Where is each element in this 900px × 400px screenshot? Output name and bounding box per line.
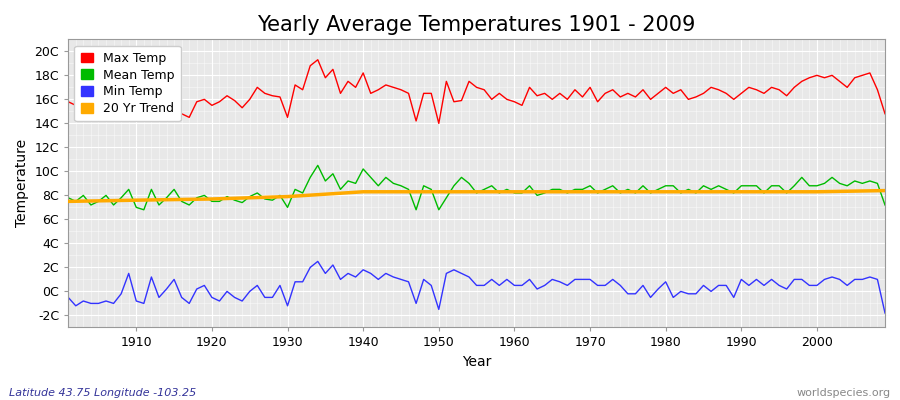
Min Temp: [879, 311, 890, 316]
Max Temp: [343, 79, 354, 84]
Max Temp: [524, 85, 535, 90]
Min Temp: [343, 271, 354, 276]
Max Temp: [879, 111, 890, 116]
Text: Latitude 43.75 Longitude -103.25: Latitude 43.75 Longitude -103.25: [9, 388, 196, 398]
20 Yr Trend: [130, 198, 141, 202]
20 Yr Trend: [736, 189, 747, 194]
Legend: Max Temp, Mean Temp, Min Temp, 20 Yr Trend: Max Temp, Mean Temp, Min Temp, 20 Yr Tre…: [75, 46, 181, 121]
20 Yr Trend: [812, 189, 823, 194]
Min Temp: [290, 280, 301, 284]
Line: 20 Yr Trend: 20 Yr Trend: [68, 190, 885, 201]
20 Yr Trend: [434, 189, 445, 194]
Min Temp: [517, 283, 527, 288]
Title: Yearly Average Temperatures 1901 - 2009: Yearly Average Temperatures 1901 - 2009: [257, 15, 696, 35]
Max Temp: [290, 82, 301, 87]
20 Yr Trend: [358, 189, 369, 194]
Min Temp: [63, 295, 74, 300]
Mean Temp: [517, 190, 527, 195]
Mean Temp: [297, 190, 308, 195]
Y-axis label: Temperature: Temperature: [15, 139, 29, 228]
Text: worldspecies.org: worldspecies.org: [796, 388, 891, 398]
Max Temp: [517, 103, 527, 108]
Mean Temp: [524, 183, 535, 188]
Mean Temp: [615, 190, 626, 195]
Min Temp: [509, 283, 520, 288]
Max Temp: [312, 57, 323, 62]
Min Temp: [608, 277, 618, 282]
20 Yr Trend: [206, 196, 217, 201]
Mean Temp: [312, 163, 323, 168]
20 Yr Trend: [509, 189, 520, 194]
Max Temp: [123, 104, 134, 109]
20 Yr Trend: [63, 199, 74, 204]
20 Yr Trend: [879, 188, 890, 193]
Max Temp: [615, 94, 626, 99]
Max Temp: [63, 99, 74, 104]
Mean Temp: [350, 181, 361, 186]
Line: Max Temp: Max Temp: [68, 60, 885, 123]
Mean Temp: [123, 187, 134, 192]
X-axis label: Year: Year: [462, 355, 491, 369]
20 Yr Trend: [282, 194, 292, 199]
Max Temp: [434, 121, 445, 126]
20 Yr Trend: [585, 189, 596, 194]
Mean Temp: [139, 207, 149, 212]
Mean Temp: [879, 202, 890, 207]
Line: Min Temp: Min Temp: [68, 261, 885, 313]
Line: Mean Temp: Mean Temp: [68, 165, 885, 210]
20 Yr Trend: [661, 189, 671, 194]
Min Temp: [123, 271, 134, 276]
Min Temp: [312, 259, 323, 264]
Mean Temp: [63, 195, 74, 200]
